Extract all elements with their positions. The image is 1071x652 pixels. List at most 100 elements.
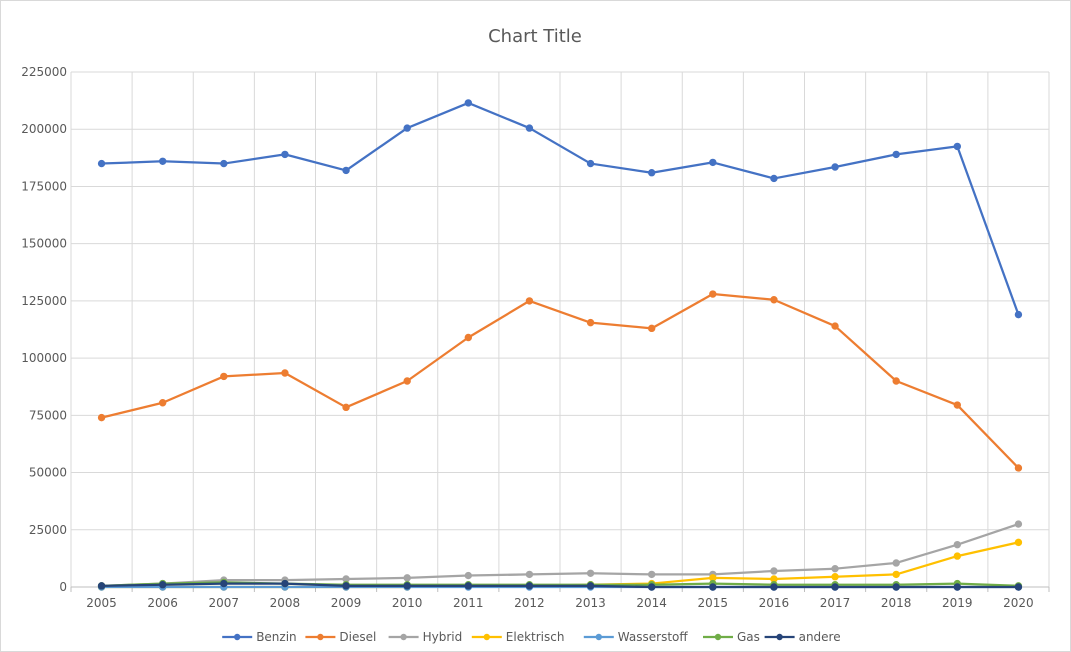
data-point — [953, 552, 962, 560]
data-point — [342, 403, 350, 412]
x-tick-label: 2017 — [820, 596, 851, 610]
data-point — [647, 169, 656, 177]
legend-label: Gas — [737, 630, 760, 644]
y-tick-label: 225000 — [21, 65, 67, 79]
series-benzin — [97, 99, 1023, 319]
legend-label: Benzin — [256, 630, 296, 644]
data-point — [770, 567, 778, 575]
data-point — [1014, 310, 1023, 319]
chart-title: Chart Title — [488, 26, 582, 47]
data-point — [464, 333, 473, 342]
x-tick-label: 2009 — [331, 596, 362, 610]
legend-item: Elektrisch — [471, 630, 564, 644]
x-tick-label: 2006 — [147, 596, 178, 610]
data-point — [770, 296, 778, 304]
data-point — [403, 582, 411, 590]
data-point — [892, 583, 900, 591]
y-tick-label: 100000 — [21, 351, 67, 365]
data-point — [97, 159, 106, 168]
data-point — [464, 571, 473, 580]
legend-item: andere — [764, 630, 841, 644]
data-point — [892, 570, 900, 579]
legend-swatch-marker — [483, 633, 490, 641]
data-point — [464, 99, 473, 107]
x-tick-label: 2007 — [209, 596, 240, 610]
data-point — [403, 574, 411, 582]
data-point — [892, 150, 900, 159]
x-tick-label: 2018 — [881, 596, 912, 610]
legend-label: Hybrid — [423, 630, 463, 644]
data-point — [953, 142, 962, 151]
data-point — [586, 318, 595, 327]
data-point — [1014, 464, 1023, 472]
legend-label: Diesel — [339, 630, 376, 644]
data-point — [525, 570, 534, 579]
data-point — [586, 569, 595, 577]
data-point — [342, 166, 350, 175]
y-tick-label: 25000 — [29, 523, 67, 537]
data-point — [220, 372, 228, 381]
data-point — [220, 159, 228, 168]
data-point — [525, 582, 534, 590]
legend-item: Hybrid — [388, 630, 463, 644]
x-tick-label: 2016 — [759, 596, 790, 610]
data-point — [281, 150, 289, 159]
data-point — [586, 582, 595, 590]
data-point — [1014, 583, 1023, 591]
x-tick-label: 2020 — [1003, 596, 1034, 610]
y-tick-label: 150000 — [21, 237, 67, 251]
data-point — [525, 124, 534, 132]
y-tick-label: 50000 — [29, 466, 67, 480]
legend-swatch-marker — [595, 633, 602, 641]
data-point — [831, 573, 839, 581]
data-point — [953, 583, 962, 591]
legend-item: Diesel — [305, 630, 376, 644]
data-point — [831, 583, 839, 591]
data-point — [403, 377, 411, 385]
data-point — [220, 579, 228, 588]
data-point — [831, 163, 839, 171]
data-point — [953, 401, 962, 409]
y-tick-label: 0 — [59, 580, 67, 594]
data-point — [709, 583, 717, 591]
data-point — [953, 540, 962, 549]
data-point — [281, 369, 289, 377]
series-line — [100, 522, 1020, 587]
data-point — [892, 377, 900, 385]
series-line — [100, 582, 1020, 589]
data-point — [403, 124, 411, 132]
legend-swatch-marker — [234, 633, 241, 641]
x-tick-label: 2011 — [453, 596, 484, 610]
series-line — [100, 101, 1020, 316]
data-point — [709, 158, 717, 167]
series-line — [100, 292, 1020, 470]
series-diesel — [97, 290, 1023, 472]
data-point — [586, 159, 595, 168]
data-point — [464, 582, 473, 590]
series-andere — [97, 579, 1023, 591]
x-tick-label: 2014 — [636, 596, 667, 610]
data-point — [342, 582, 350, 590]
legend-swatch-marker — [317, 633, 324, 641]
legend-swatch-marker — [714, 633, 722, 641]
data-point — [158, 399, 167, 407]
legend-item: Gas — [703, 630, 760, 644]
data-point — [709, 290, 717, 298]
y-tick-label: 125000 — [21, 294, 67, 308]
data-point — [1014, 520, 1023, 528]
x-tick-label: 2010 — [392, 596, 423, 610]
data-point — [97, 582, 106, 590]
data-point — [770, 174, 778, 183]
x-tick-label: 2008 — [270, 596, 301, 610]
legend-item: Wasserstoff — [583, 630, 688, 644]
legend-label: andere — [799, 630, 841, 644]
data-point — [158, 157, 167, 165]
x-tick-label: 2005 — [86, 596, 117, 610]
data-point — [525, 297, 534, 305]
y-tick-label: 175000 — [21, 179, 67, 193]
data-point — [281, 579, 289, 588]
data-point — [831, 322, 839, 330]
y-tick-label: 75000 — [29, 408, 67, 422]
